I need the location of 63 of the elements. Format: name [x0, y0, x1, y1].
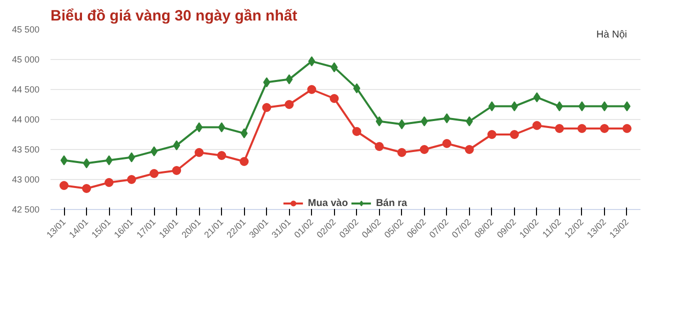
point	[374, 142, 384, 151]
point	[286, 74, 293, 84]
y-tick-label: 45 500	[12, 24, 40, 34]
point	[397, 148, 406, 157]
point	[420, 145, 429, 154]
point	[128, 152, 136, 162]
point	[487, 130, 496, 139]
point	[578, 101, 586, 112]
point	[623, 101, 630, 112]
point	[622, 124, 632, 133]
point	[82, 184, 92, 193]
point	[398, 119, 406, 130]
point	[600, 101, 608, 112]
point	[600, 124, 609, 133]
point	[173, 140, 180, 150]
legend-label: Mua vào	[308, 197, 348, 209]
point	[376, 116, 383, 126]
point	[466, 116, 473, 126]
point	[577, 124, 586, 133]
y-tick-label: 42 500	[12, 204, 40, 214]
point	[510, 130, 519, 139]
annotation: Hà Nội	[596, 30, 627, 40]
point	[442, 139, 452, 148]
point	[263, 77, 270, 88]
point	[443, 113, 450, 124]
point	[104, 178, 114, 187]
point	[488, 101, 496, 112]
point	[240, 157, 249, 166]
point	[83, 158, 90, 168]
point	[60, 155, 68, 166]
point	[554, 124, 564, 133]
y-tick-label: 44 500	[12, 84, 40, 94]
y-tick-label: 45 000	[12, 54, 40, 64]
point	[532, 121, 542, 130]
point	[330, 62, 338, 72]
point	[352, 127, 362, 136]
chart-title: Biểu đồ giá vàng 30 ngày gần nhất	[50, 8, 298, 24]
point	[106, 155, 113, 166]
point	[262, 103, 272, 112]
point	[150, 146, 158, 156]
point	[464, 145, 474, 154]
point	[150, 169, 159, 178]
y-tick-label: 44 000	[12, 114, 40, 124]
point	[218, 122, 226, 132]
point	[172, 166, 182, 175]
point	[330, 94, 339, 103]
point	[510, 101, 518, 112]
y-tick-label: 43 000	[12, 174, 40, 184]
point	[308, 56, 316, 66]
point	[353, 83, 360, 94]
point	[284, 100, 294, 109]
point	[194, 148, 204, 157]
point	[533, 92, 540, 102]
point	[307, 85, 316, 94]
point	[420, 116, 428, 126]
point	[127, 175, 136, 184]
point	[240, 128, 248, 138]
point	[556, 101, 563, 112]
point	[196, 122, 203, 132]
legend-label: Bán ra	[376, 197, 408, 209]
y-tick-label: 43 500	[12, 144, 40, 154]
point	[60, 181, 69, 190]
point	[217, 151, 226, 160]
